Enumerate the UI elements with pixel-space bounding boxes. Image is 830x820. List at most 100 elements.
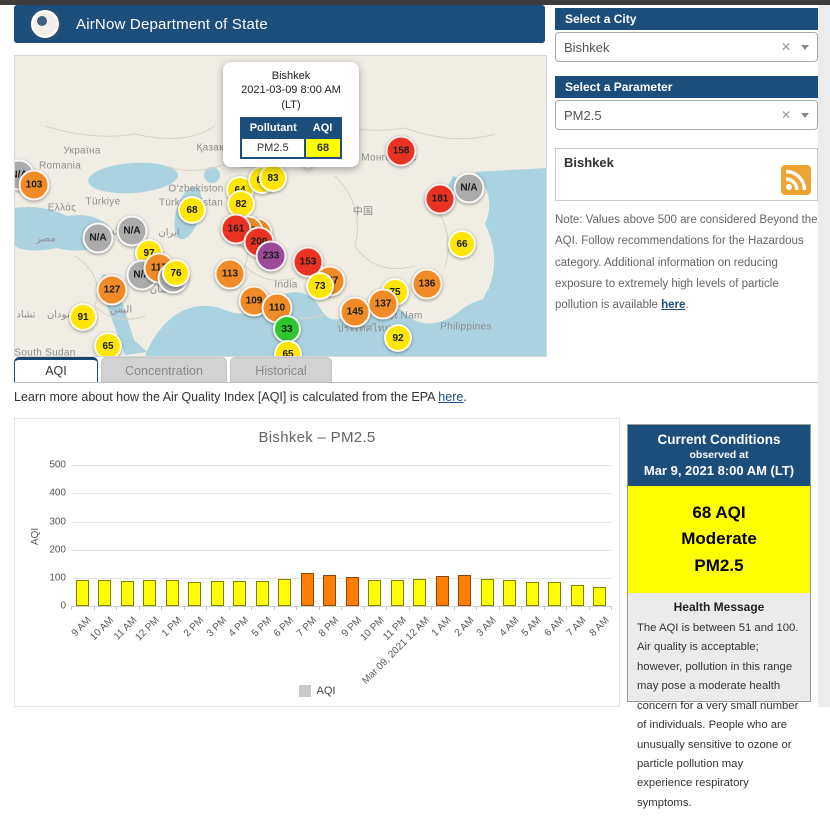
aqi-map-marker[interactable]: 83 (259, 164, 287, 192)
gridline (71, 493, 611, 495)
page-right-gutter (818, 5, 830, 707)
learn-more-here-link[interactable]: here (438, 390, 464, 404)
aqi-map-marker[interactable]: 73 (306, 272, 334, 300)
map-geography (15, 115, 546, 356)
x-axis-tick-mark (228, 606, 230, 610)
cc-health-text: The AQI is between 51 and 100. Air quali… (637, 622, 799, 809)
city-select[interactable]: Bishkek ✕ (555, 32, 818, 62)
map-place-label: Україна (63, 145, 101, 157)
tabs-divider (14, 382, 818, 383)
tab-historical[interactable]: Historical (230, 357, 332, 383)
y-axis-label: AQI (30, 527, 42, 546)
chart-title: Bishkek – PM2.5 (258, 429, 376, 446)
aqi-map-marker[interactable]: 233 (255, 240, 287, 272)
parameter-clear-icon[interactable]: ✕ (780, 108, 791, 122)
map-popup: Bishkek 2021-03-09 8:00 AM (LT) Pollutan… (223, 62, 359, 167)
x-axis-tick-label: 7 PM (294, 615, 320, 640)
x-axis-tick-mark (273, 606, 275, 610)
rss-city-label: Bishkek (564, 155, 614, 170)
aqi-map-marker[interactable]: 137 (367, 288, 399, 320)
aqi-bar (165, 580, 179, 606)
chart-plot-area: AQI 0 100 200 300 400 500 9 AM 10 AM 11 AM 12 PM 1… (30, 456, 612, 686)
aqi-map-marker[interactable]: 91 (69, 303, 97, 331)
gridline (71, 465, 611, 467)
aqi-bar (390, 580, 404, 606)
legend-label: AQI (316, 685, 336, 697)
aqi-map-marker[interactable]: 92 (384, 324, 412, 352)
window-top-strip (0, 0, 830, 5)
aqi-bar (210, 580, 224, 606)
aqi-map-marker[interactable]: 158 (385, 135, 417, 167)
select-city-header: Select a City (555, 8, 818, 30)
aqi-bar (435, 576, 449, 606)
map-place-label: Philippines (440, 321, 492, 333)
rss-icon[interactable] (781, 165, 811, 195)
y-axis-tick-label: 300 (49, 516, 66, 528)
app-title: AirNow Department of State (76, 15, 268, 33)
x-axis-tick-label: 1 AM (430, 615, 455, 639)
gridline (71, 577, 611, 579)
aqi-map-marker[interactable]: 103 (18, 169, 50, 201)
popup-pollutant-value: PM2.5 (240, 136, 305, 158)
x-axis-tick-mark (93, 606, 95, 610)
aqi-bar (278, 578, 292, 606)
note-text: Note: Values above 500 are considered Be… (555, 214, 818, 312)
x-axis-tick-mark (588, 606, 590, 610)
map-place-label: Türkiye (85, 196, 121, 208)
cc-aqi-block: 68 AQI Moderate PM2.5 (628, 486, 810, 594)
x-axis-tick-mark (566, 606, 567, 610)
aqi-map-marker[interactable]: 136 (411, 268, 443, 300)
x-axis-tick-label: 10 PM (358, 615, 387, 644)
aqi-map-marker[interactable]: 66 (448, 230, 476, 258)
aqi-map-marker[interactable]: 65 (94, 332, 122, 356)
gridline (71, 521, 611, 523)
cc-health-title: Health Message (673, 600, 765, 615)
learn-more-end: . (463, 390, 467, 404)
aqi-bar (255, 580, 269, 606)
x-axis-tick-label: 8 AM (587, 615, 612, 639)
popup-timezone: (LT) (281, 98, 301, 111)
learn-more-text: Learn more about how the Air Quality Ind… (14, 390, 467, 404)
aqi-map-marker[interactable]: N/A (82, 222, 114, 254)
aqi-bar (503, 579, 517, 606)
aqi-map-marker[interactable]: 113 (214, 258, 246, 290)
aqi-bar (570, 584, 584, 606)
aqi-bar (368, 579, 382, 606)
view-tabs: AQI Concentration Historical (14, 357, 335, 383)
tab-aqi[interactable]: AQI (14, 357, 98, 383)
popup-col-pollutant: Pollutant (240, 117, 305, 138)
aqi-map-marker[interactable]: 65 (274, 340, 302, 356)
aqi-map-marker[interactable]: 145 (339, 296, 371, 328)
aqi-bar (143, 579, 157, 606)
city-caret-down-icon[interactable] (801, 44, 809, 50)
aqi-bar (323, 574, 337, 606)
aqi-map-marker[interactable]: 33 (273, 315, 301, 343)
popup-aqi-value: 68 (303, 136, 342, 158)
tab-concentration[interactable]: Concentration (101, 357, 227, 383)
aqi-map-marker[interactable]: 76 (162, 259, 190, 287)
aqi-map-marker[interactable]: N/A (453, 172, 485, 204)
map-place-label: Қазақстан (196, 142, 246, 154)
x-axis-tick-label: 5 PM (249, 615, 275, 640)
parameter-caret-down-icon[interactable] (801, 112, 809, 118)
x-axis-tick-label: 2 AM (452, 615, 477, 639)
parameter-select[interactable]: PM2.5 ✕ (555, 100, 818, 130)
city-clear-icon[interactable]: ✕ (780, 40, 791, 54)
department-of-state-seal-icon (28, 7, 62, 41)
x-axis-tick-mark (476, 606, 477, 610)
note-here-link[interactable]: here (661, 299, 686, 312)
aqi-map-marker[interactable]: 68 (178, 196, 206, 224)
x-axis-tick-label: 4 PM (227, 615, 252, 640)
map-place-label: اليمن (109, 304, 133, 316)
cc-datetime: Mar 9, 2021 8:00 AM (LT) (643, 463, 795, 478)
aqi-map-marker[interactable]: 82 (227, 190, 255, 218)
cc-aqi-category: Moderate (681, 529, 757, 549)
x-axis-tick-label: 4 AM (497, 615, 522, 639)
x-axis-tick-mark (408, 606, 410, 610)
x-axis-tick-mark (318, 606, 320, 610)
aqi-bar (188, 582, 202, 606)
aqi-map[interactable]: Україна Romania Ελλάς Türkiye Қазақстан O'zbe… (14, 55, 547, 357)
aqi-map-marker[interactable]: 127 (96, 274, 128, 306)
aqi-bar (233, 580, 247, 606)
aqi-map-marker[interactable]: 181 (424, 183, 456, 215)
